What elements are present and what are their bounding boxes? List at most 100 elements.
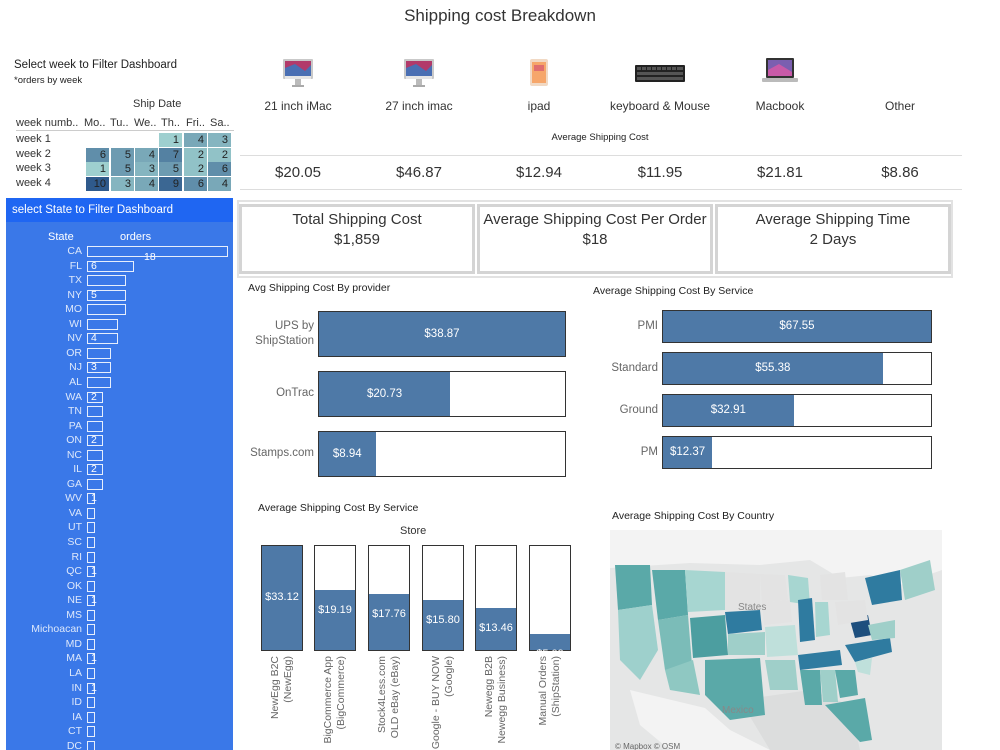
heatmap-col-week[interactable]: week numb.. — [16, 117, 79, 129]
heatmap-cell[interactable]: 3 — [135, 162, 158, 176]
state-row[interactable]: RI — [6, 551, 233, 564]
state-orders-bar[interactable] — [87, 697, 95, 709]
state-row[interactable]: WI — [6, 318, 233, 331]
bar-category-label[interactable]: NewEgg B2C (NewEgg) — [261, 656, 303, 750]
state-row[interactable]: IN 1 — [6, 682, 233, 695]
state-row[interactable]: AL — [6, 376, 233, 389]
state-row[interactable]: DC — [6, 740, 233, 750]
heatmap-cell[interactable]: 4 — [208, 176, 231, 191]
state-row[interactable]: SC — [6, 536, 233, 549]
bar-category-label[interactable]: Standard — [611, 361, 658, 374]
heatmap-cell[interactable]: 9 — [159, 176, 182, 191]
bar[interactable] — [319, 312, 565, 356]
state-row[interactable]: FL 6 — [6, 260, 233, 273]
state-orders-bar[interactable] — [87, 391, 103, 403]
state-row[interactable]: NV 4 — [6, 332, 233, 345]
state-name[interactable]: PA — [68, 419, 82, 432]
state-orders-bar[interactable] — [87, 362, 111, 374]
heatmap-col-fri[interactable]: Fri.. — [186, 117, 205, 129]
bar-track[interactable]: $15.80 — [422, 545, 464, 651]
product-name[interactable]: 27 inch imac — [385, 99, 453, 113]
state-row[interactable]: MO — [6, 303, 233, 316]
heatmap-cell[interactable]: 4 — [135, 176, 158, 191]
state-name[interactable]: AL — [69, 375, 82, 388]
bar[interactable] — [319, 372, 451, 416]
state-row[interactable]: WA 2 — [6, 391, 233, 404]
heatmap-cell[interactable]: 2 — [208, 147, 231, 162]
state-row[interactable]: IL 2 — [6, 463, 233, 476]
heatmap-cell[interactable]: 3 — [208, 133, 231, 147]
state-orders-bar[interactable] — [87, 566, 95, 578]
state-row[interactable]: MD — [6, 638, 233, 651]
heatmap-cell[interactable]: 6 — [184, 176, 207, 191]
bar-category-label[interactable]: Stamps.com — [250, 447, 314, 459]
state-orders-bar[interactable] — [87, 246, 228, 257]
state-orders-bar[interactable] — [87, 507, 95, 519]
state-orders-bar[interactable] — [87, 667, 95, 679]
state-orders-bar[interactable] — [87, 740, 95, 750]
state-name[interactable]: MS — [66, 608, 82, 621]
country-map[interactable]: States Mexico — [610, 530, 942, 750]
state-row[interactable]: NC — [6, 449, 233, 462]
state-name[interactable]: OR — [66, 346, 82, 359]
heatmap-cell[interactable] — [135, 133, 158, 147]
heatmap-cell[interactable]: 1 — [159, 133, 182, 147]
bar-track[interactable]: $17.76 — [368, 545, 410, 651]
state-name[interactable]: OK — [66, 579, 82, 592]
heatmap-cell[interactable]: 5 — [111, 162, 134, 176]
bar-track[interactable]: $12.37 — [662, 436, 932, 469]
state-orders-bar[interactable] — [87, 376, 111, 388]
state-name[interactable]: IA — [72, 710, 82, 723]
bar[interactable] — [663, 311, 931, 342]
heatmap-cell[interactable]: 3 — [111, 176, 134, 191]
state-name[interactable]: VA — [68, 506, 82, 519]
state-row[interactable]: MS — [6, 609, 233, 622]
heatmap-cell[interactable]: 7 — [159, 147, 182, 162]
bar-track[interactable]: $33.12 — [261, 545, 303, 651]
heatmap-cell[interactable]: 5 — [111, 147, 134, 162]
state-name[interactable]: ON — [66, 434, 82, 447]
heatmap-cell[interactable]: 2 — [184, 162, 207, 176]
bar-track[interactable]: $5.09 — [529, 545, 571, 660]
state-name[interactable]: WA — [65, 390, 82, 403]
bar[interactable] — [663, 395, 794, 426]
state-orders-bar[interactable] — [87, 624, 95, 636]
state-row[interactable]: NE 1 — [6, 594, 233, 607]
state-orders-bar[interactable] — [87, 275, 126, 287]
state-orders-bar[interactable] — [87, 522, 95, 534]
bar-category-label[interactable]: OnTrac — [276, 387, 314, 399]
bar[interactable] — [423, 600, 463, 650]
bar-category-label[interactable]: Newegg B2B Newegg Business) — [475, 656, 517, 750]
state-name[interactable]: RI — [71, 550, 83, 563]
state-name[interactable]: TX — [68, 274, 82, 287]
state-name[interactable]: TN — [68, 405, 82, 418]
product-name[interactable]: Other — [884, 99, 915, 113]
bar[interactable] — [476, 607, 516, 650]
state-orders-bar[interactable] — [87, 726, 95, 738]
state-row[interactable]: TN — [6, 405, 233, 418]
product-name[interactable]: keyboard & Mouse — [609, 99, 711, 113]
state-row[interactable]: UT — [6, 521, 233, 534]
product-name[interactable]: ipad — [527, 99, 551, 113]
bar-category-label[interactable]: BigCommerce App (BigCommerce) — [314, 656, 356, 750]
bar[interactable] — [663, 353, 883, 384]
state-name[interactable]: MD — [65, 637, 82, 650]
week-label[interactable]: week 3 — [16, 162, 51, 174]
heatmap-col-mon[interactable]: Mo.. — [84, 117, 106, 129]
bar-category-label[interactable]: Manual Orders (ShipStation) — [529, 656, 571, 750]
state-orders-bar[interactable] — [87, 595, 95, 607]
state-name[interactable]: LA — [69, 666, 82, 679]
state-name[interactable]: UT — [68, 521, 82, 534]
bar-category-label[interactable]: PMI — [637, 319, 658, 332]
heatmap-cell[interactable]: 6 — [208, 162, 231, 176]
heatmap-cell[interactable]: 6 — [86, 147, 109, 162]
state-orders-bar[interactable] — [87, 682, 95, 694]
state-name[interactable]: WI — [69, 317, 82, 330]
bar-track[interactable]: $55.38 — [662, 352, 932, 385]
state-orders-bar[interactable] — [87, 406, 103, 418]
bar[interactable] — [319, 432, 376, 476]
heatmap-row[interactable]: week 4 10 3 4 9 6 4 — [16, 176, 234, 191]
state-orders-bar[interactable] — [87, 318, 118, 330]
state-name[interactable]: DC — [66, 739, 82, 750]
